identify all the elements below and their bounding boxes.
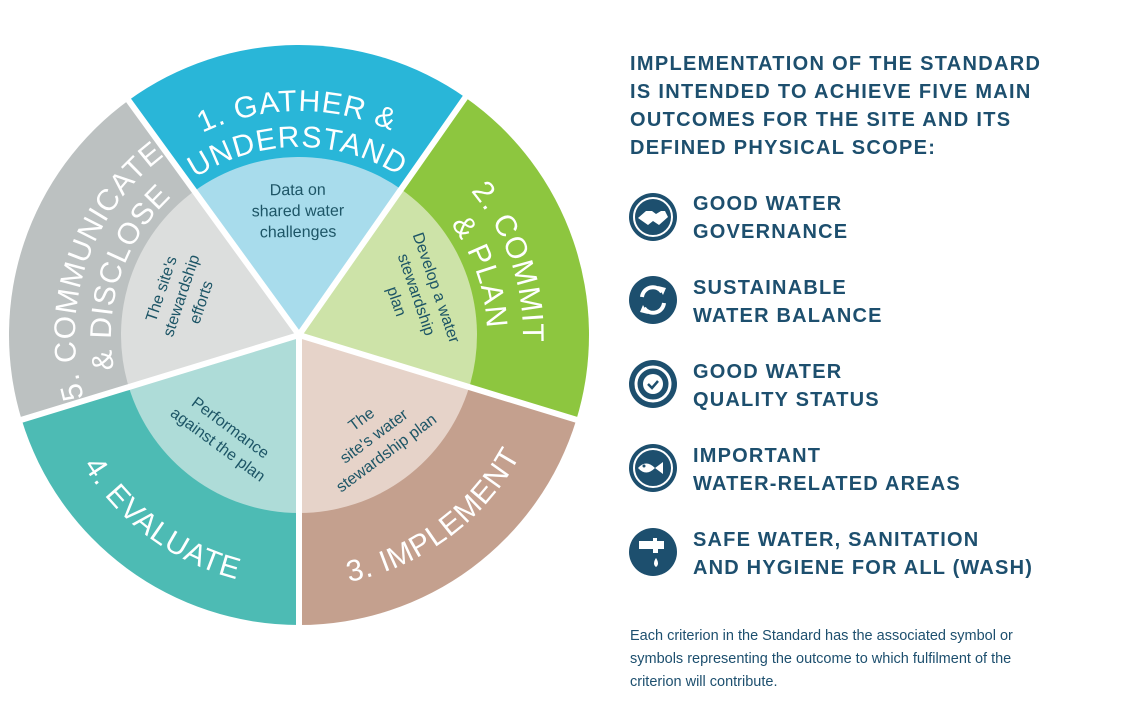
icon-areas: [629, 444, 677, 492]
stage-detail: Data on shared water challenges: [252, 182, 345, 242]
outcome-line: WATER-RELATED AREAS: [693, 473, 961, 495]
segment-inner: [128, 335, 299, 513]
detail-line: Data on: [270, 182, 326, 199]
icon-balance: [629, 276, 677, 324]
divider: [122, 93, 302, 337]
icon-wash: [629, 528, 677, 576]
detail-line: challenges: [260, 224, 337, 242]
outcome-line: AND HYGIENE FOR ALL (WASH): [693, 557, 1033, 579]
outcomes-panel: IMPLEMENTATION OF THE STANDARD IS INTENDE…: [629, 53, 1041, 690]
outcome-line: SUSTAINABLE: [693, 277, 847, 299]
icon-governance: [629, 193, 677, 241]
heading-line: IMPLEMENTATION OF THE STANDARD: [630, 53, 1041, 75]
divider: [296, 90, 472, 337]
divider: [15, 332, 300, 425]
outcome-line: QUALITY STATUS: [693, 389, 880, 411]
segment-inner: [299, 189, 478, 388]
outcome-line: GOOD WATER: [693, 193, 842, 215]
footnote-line: Each criterion in the Standard has the a…: [630, 628, 1013, 644]
segment-inner: [194, 156, 402, 335]
footnote-line: criterion will contribute.: [630, 674, 777, 690]
outcome-line: WATER BALANCE: [693, 305, 883, 327]
icon-quality: [629, 360, 677, 408]
heading-line: IS INTENDED TO ACHIEVE FIVE MAIN: [630, 81, 1032, 103]
footnote-line: symbols representing the outcome to whic…: [630, 651, 1011, 667]
outcome-line: GOVERNANCE: [693, 221, 848, 243]
divider: [298, 332, 583, 425]
detail-line: shared water: [252, 203, 345, 221]
heading-line: DEFINED PHYSICAL SCOPE:: [630, 137, 936, 159]
outcome-line: SAFE WATER, SANITATION: [693, 529, 979, 551]
heading-line: OUTCOMES FOR THE SITE AND ITS: [630, 109, 1011, 131]
segment-inner: [120, 190, 299, 388]
outcome-line: GOOD WATER: [693, 361, 842, 383]
segment-inner: [299, 335, 470, 513]
outcome-line: IMPORTANT: [693, 445, 821, 467]
